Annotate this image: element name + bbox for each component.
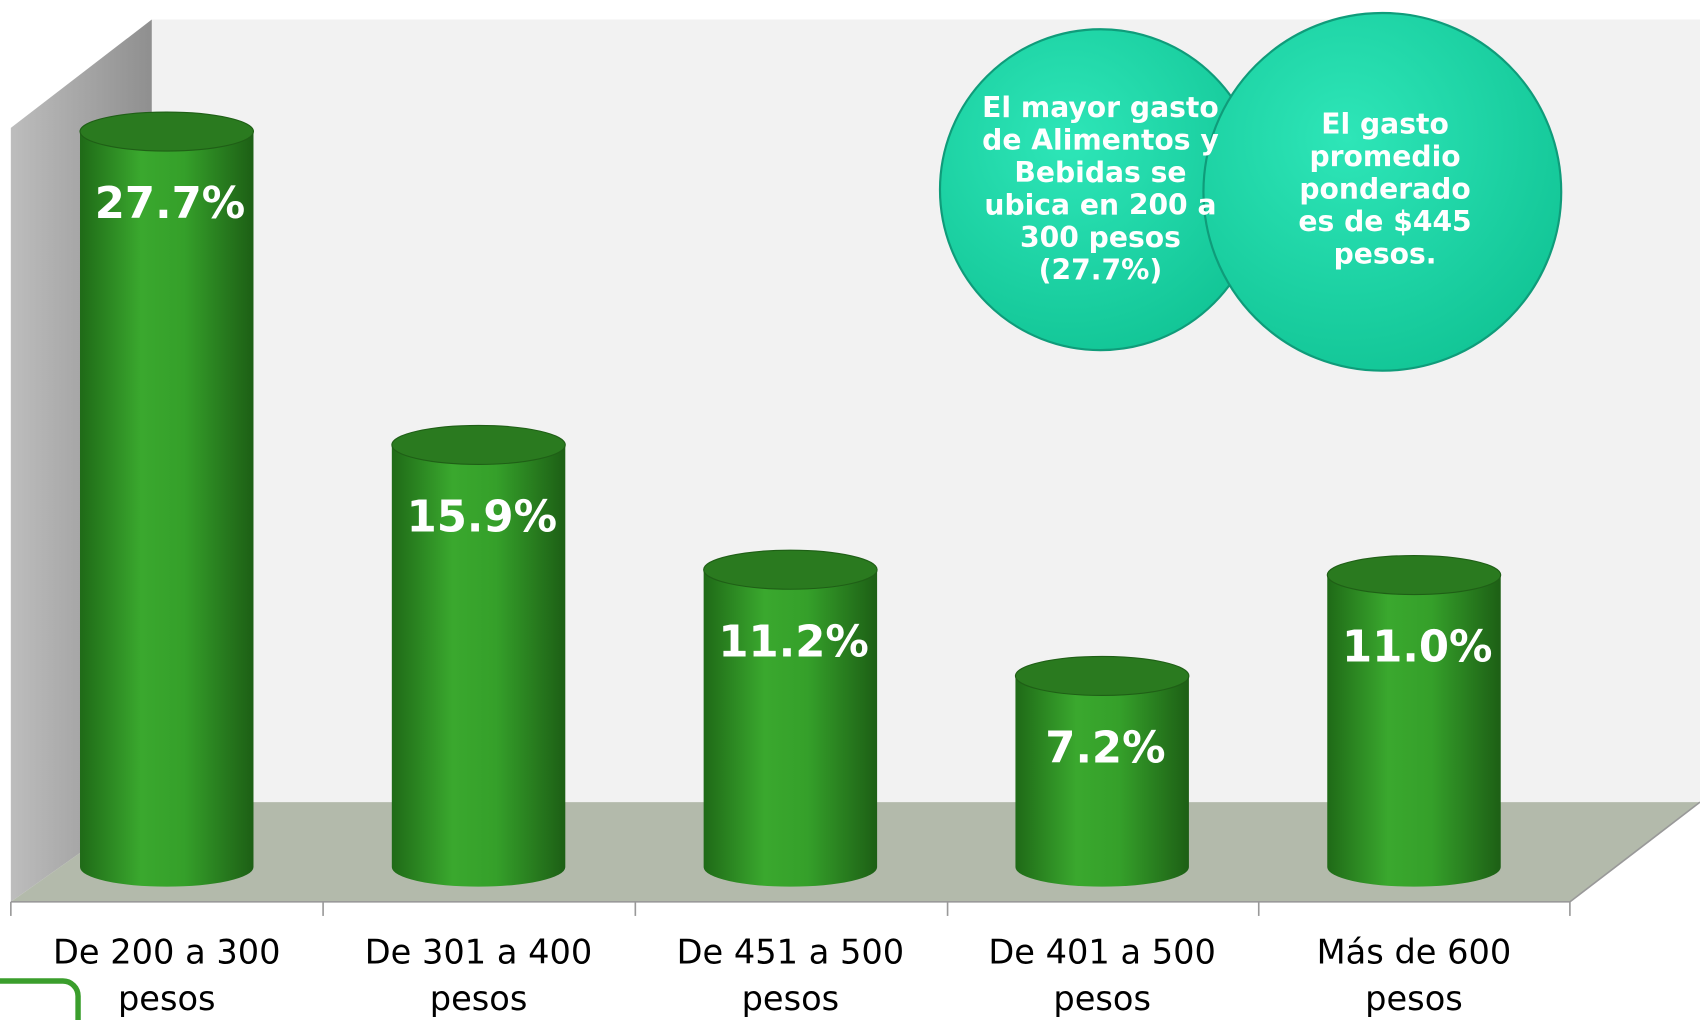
data-label: 7.2% <box>1045 724 1165 774</box>
x-tick-label: De 401 a 500 pesos <box>988 933 1216 1019</box>
note-box: El mayor gasto de Alimentos y Bebidas se… <box>982 92 1219 288</box>
x-label-box: De 301 a 400 pesos <box>364 933 593 1019</box>
data-label: 11.0% <box>1342 623 1492 673</box>
x-ticks <box>10 901 1571 916</box>
x-tick-label: De 301 a 400 pesos <box>364 933 593 1019</box>
data-label: 15.9% <box>407 493 557 543</box>
bar-top <box>1326 554 1502 596</box>
bar-top <box>79 111 255 152</box>
floor-edge <box>1569 801 1700 903</box>
x-label-box: De 451 a 500 pesos <box>676 933 905 1019</box>
x-label-box: De 200 a 300 pesos <box>52 933 281 1019</box>
note-box: El gasto promedio ponderado es de $445 p… <box>1298 108 1472 271</box>
data-label: 27.7% <box>95 179 245 229</box>
data-label: 11.2% <box>718 617 868 667</box>
annotation: El gasto promedio ponderado es de $445 p… <box>1298 108 1472 271</box>
x-tick-label: De 451 a 500 pesos <box>676 933 905 1019</box>
bar <box>1327 555 1501 887</box>
x-tick-label: De 200 a 300 pesos <box>52 933 281 1019</box>
bar-top <box>391 424 566 465</box>
x-label-box: De 401 a 500 pesos <box>988 933 1216 1019</box>
bar <box>391 425 566 887</box>
bar <box>80 112 254 887</box>
annotation: El mayor gasto de Alimentos y Bebidas se… <box>982 92 1219 288</box>
bar <box>1015 656 1189 887</box>
x-label-box: Más de 600 pesos <box>1316 933 1512 1019</box>
bar <box>703 550 878 887</box>
bar-top <box>703 549 878 590</box>
bar-top <box>1014 655 1190 697</box>
x-tick-label: Más de 600 pesos <box>1316 933 1512 1019</box>
corner-decoration <box>0 978 81 1020</box>
note-bubble <box>1202 11 1563 372</box>
